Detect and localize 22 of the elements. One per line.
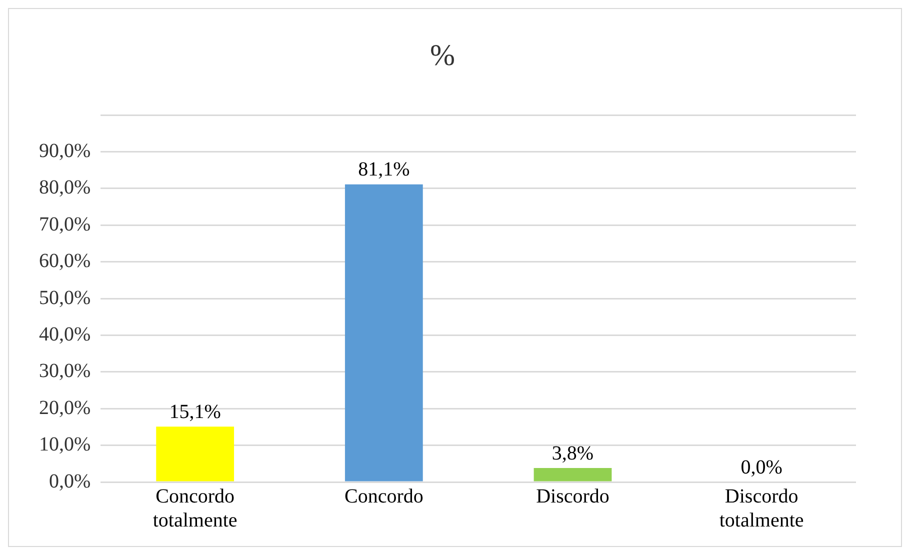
y-tick-label: 0,0% — [48, 470, 91, 492]
x-tick-label: Concordo — [344, 485, 424, 508]
y-tick-label: 60,0% — [38, 250, 91, 272]
data-label: 0,0% — [740, 456, 782, 478]
bar — [344, 184, 423, 482]
bar — [156, 426, 234, 482]
y-tick-label: 40,0% — [38, 323, 91, 346]
bar — [534, 468, 612, 482]
chart-title: % — [430, 38, 455, 72]
x-tick-label: Discordo — [536, 485, 610, 508]
y-tick-label: 10,0% — [38, 434, 91, 456]
y-tick-label: 50,0% — [38, 286, 91, 309]
data-label: 81,1% — [358, 158, 410, 181]
y-tick-label: 80,0% — [38, 176, 91, 199]
x-tick-label: Concordo totalmente — [152, 485, 238, 532]
y-tick-label: 90,0% — [38, 140, 91, 162]
x-tick-label: Discordo totalmente — [719, 485, 804, 532]
y-tick-label: 70,0% — [38, 213, 91, 236]
y-tick-label: 20,0% — [38, 396, 91, 419]
y-tick-label: 30,0% — [38, 360, 91, 382]
data-label: 15,1% — [169, 400, 221, 423]
data-label: 3,8% — [552, 442, 594, 464]
